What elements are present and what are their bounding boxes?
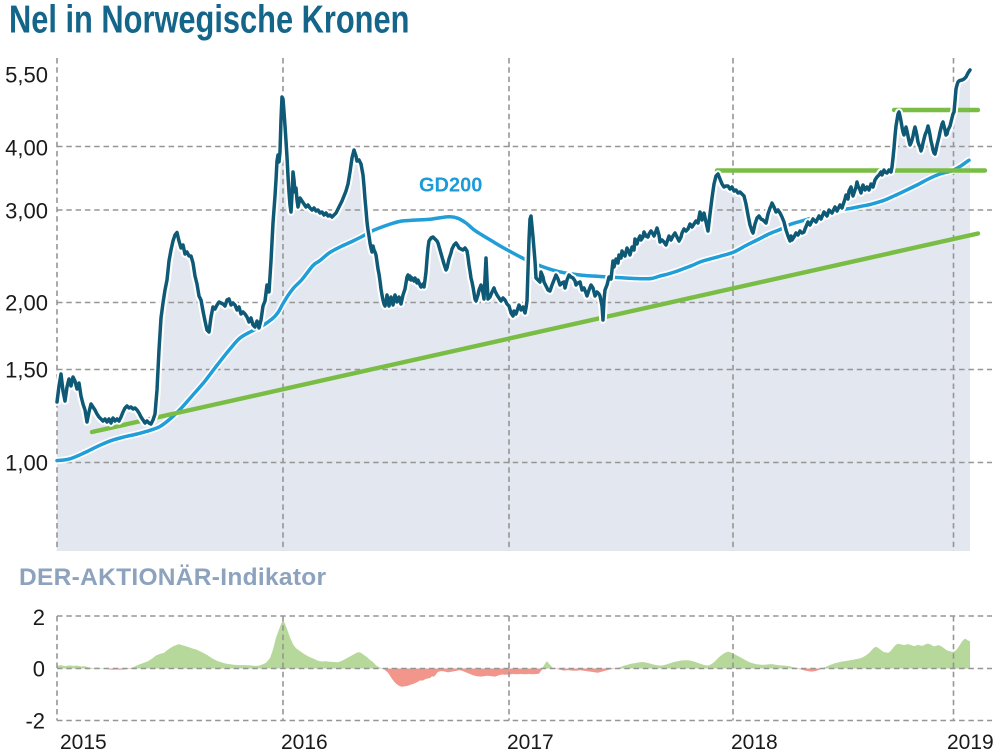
- svg-text:1,50: 1,50: [5, 358, 48, 383]
- svg-text:2016: 2016: [281, 731, 328, 754]
- svg-text:4,00: 4,00: [5, 136, 48, 161]
- svg-text:DER-AKTIONÄR-Indikator: DER-AKTIONÄR-Indikator: [19, 564, 327, 591]
- svg-text:-2: -2: [25, 709, 45, 734]
- svg-text:GD200: GD200: [419, 175, 482, 197]
- svg-text:2018: 2018: [731, 731, 778, 754]
- svg-text:2019: 2019: [947, 731, 994, 754]
- svg-text:1,00: 1,00: [5, 451, 48, 476]
- svg-text:0: 0: [33, 657, 45, 682]
- svg-text:2,00: 2,00: [5, 291, 48, 316]
- svg-text:Nel in Norwegische Kronen: Nel in Norwegische Kronen: [9, 0, 409, 41]
- svg-text:2017: 2017: [507, 731, 554, 754]
- svg-text:2015: 2015: [60, 731, 107, 754]
- svg-text:5,50: 5,50: [5, 63, 48, 88]
- svg-text:3,00: 3,00: [5, 199, 48, 224]
- svg-text:2: 2: [33, 605, 45, 630]
